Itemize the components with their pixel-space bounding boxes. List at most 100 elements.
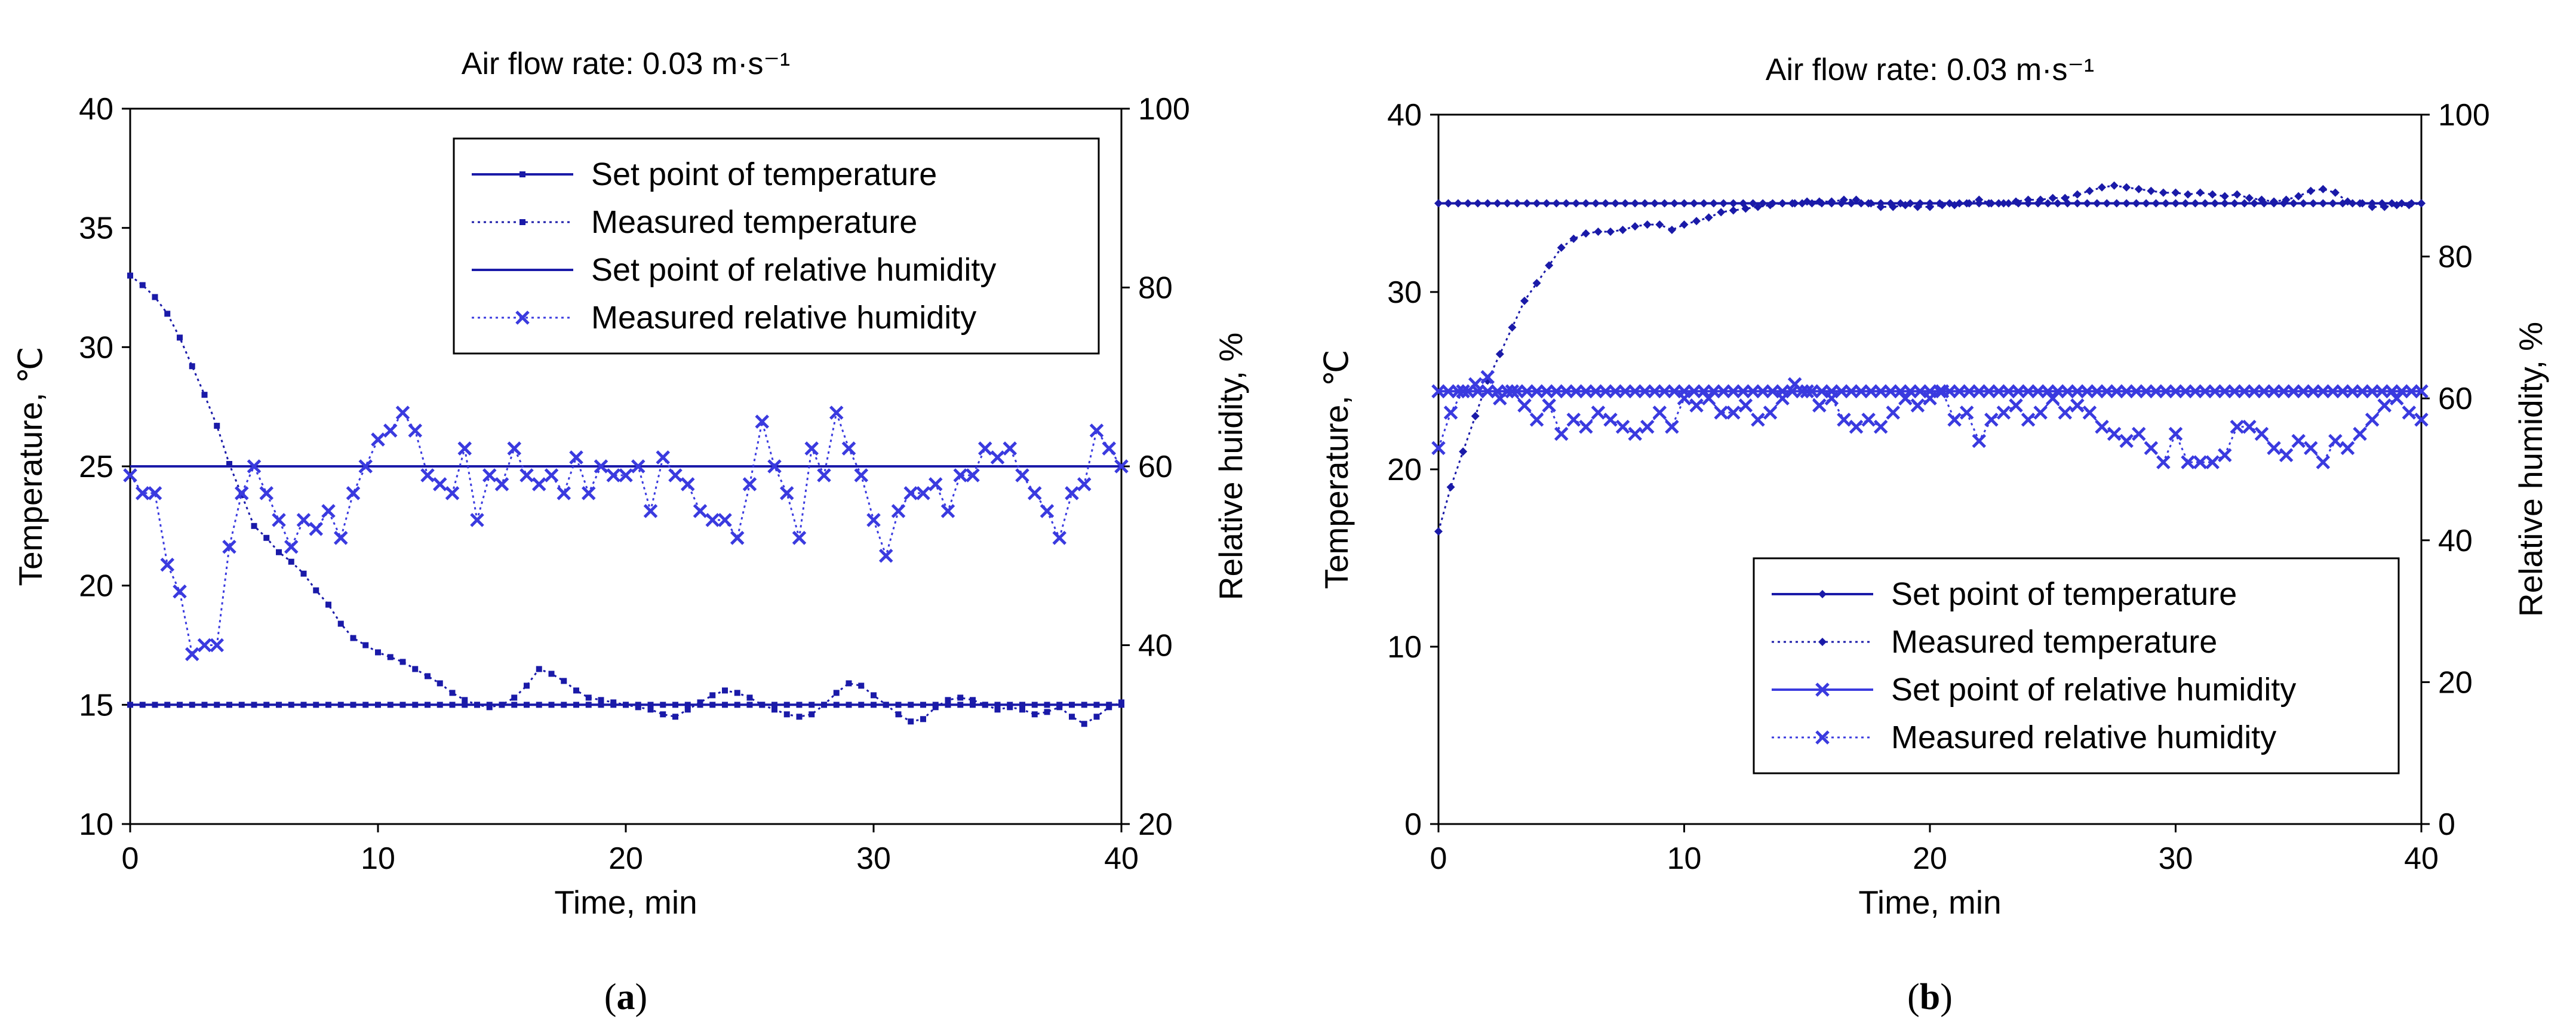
data-point — [2328, 434, 2343, 448]
data-point — [2279, 448, 2294, 463]
caption-letter: b — [1920, 977, 1940, 1017]
data-point — [222, 540, 236, 554]
x-axis-label: Time, min — [1858, 884, 2001, 921]
data-point — [1996, 405, 2011, 420]
data-point — [817, 468, 831, 482]
x-tick-label: 20 — [1913, 841, 1947, 876]
data-point — [1701, 391, 1716, 405]
data-point — [2245, 193, 2254, 202]
data-point — [375, 649, 381, 656]
x-tick-label: 40 — [2404, 841, 2439, 876]
data-point — [1579, 419, 1593, 434]
data-point — [300, 702, 307, 708]
y-left-tick-label: 15 — [79, 688, 113, 723]
data-point — [1040, 504, 1055, 518]
data-point — [2134, 185, 2143, 193]
data-point — [994, 706, 1001, 713]
data-point — [779, 486, 794, 500]
data-point — [647, 702, 654, 708]
data-point — [1569, 234, 1578, 243]
data-point — [2122, 199, 2131, 208]
data-point — [1019, 702, 1025, 708]
data-point — [858, 702, 865, 708]
data-point — [524, 683, 530, 689]
data-point — [1984, 413, 1999, 427]
data-point — [1056, 704, 1063, 711]
data-point — [1665, 419, 1679, 434]
data-point — [883, 702, 889, 708]
data-point — [871, 702, 877, 708]
data-point — [486, 704, 493, 711]
data-point — [1611, 199, 1620, 208]
data-point — [684, 706, 691, 713]
data-point — [858, 683, 865, 689]
y-left-tick-label: 30 — [79, 330, 113, 365]
data-point — [1692, 217, 1701, 226]
panel-caption: (a) — [604, 977, 647, 1017]
data-point — [2414, 413, 2429, 427]
data-point — [1483, 199, 1492, 208]
data-point — [771, 702, 777, 708]
data-point — [2230, 199, 2239, 208]
data-point — [2299, 199, 2308, 208]
data-point — [920, 716, 926, 723]
legend-marker — [1815, 683, 1830, 697]
data-point — [1787, 377, 1802, 392]
data-point — [759, 702, 766, 708]
data-point — [796, 702, 803, 708]
data-point — [2405, 201, 2414, 210]
data-point — [1581, 199, 1590, 208]
data-point — [2328, 199, 2337, 208]
data-point — [395, 405, 410, 420]
data-point — [1778, 199, 1787, 208]
y-left-tick-label: 0 — [1404, 807, 1422, 842]
data-point — [1827, 197, 1836, 206]
data-point — [561, 678, 567, 684]
data-point — [358, 459, 373, 474]
data-point — [1947, 413, 1962, 427]
data-point — [2200, 199, 2209, 208]
chart-title: Air flow rate: 0.03 m·s⁻¹ — [462, 47, 790, 81]
data-point — [474, 702, 480, 708]
data-point — [2196, 188, 2205, 197]
data-point — [362, 642, 369, 648]
y-left-tick-label: 40 — [79, 92, 113, 127]
chart-panel-b: Air flow rate: 0.03 m·s⁻¹ 0 10 20 30 40 0 10 20 3… — [1288, 0, 2576, 1036]
data-point — [1975, 195, 1984, 204]
legend-marker — [519, 171, 525, 177]
data-point — [1495, 349, 1504, 358]
data-point — [730, 531, 745, 545]
y-left-tick-label: 40 — [1387, 98, 1422, 133]
data-point — [548, 671, 555, 677]
data-point — [399, 659, 406, 665]
data-point — [2045, 391, 2060, 405]
legend-marker — [1818, 590, 1827, 598]
data-point — [2331, 188, 2340, 197]
data-point — [185, 647, 199, 662]
data-point — [1680, 220, 1689, 229]
data-point — [1031, 702, 1038, 708]
data-point — [1044, 702, 1050, 708]
x-tick-label: 40 — [1104, 841, 1139, 876]
data-point — [325, 702, 331, 708]
data-point — [1643, 220, 1652, 229]
data-point — [610, 699, 617, 706]
data-point — [1015, 468, 1029, 482]
y-left-tick-label: 10 — [79, 807, 113, 842]
data-point — [1719, 199, 1728, 208]
data-point — [767, 459, 782, 474]
data-point — [2353, 426, 2367, 441]
legend-marker — [515, 311, 530, 325]
x-tick-label: 10 — [1667, 841, 1702, 876]
panel-caption: (b) — [1907, 977, 1953, 1017]
data-point — [672, 714, 678, 720]
data-point — [598, 697, 604, 703]
data-point — [499, 702, 505, 708]
data-point — [2414, 384, 2429, 399]
data-point — [994, 702, 1001, 708]
data-point — [2053, 199, 2062, 208]
data-point — [251, 522, 257, 529]
data-point — [1594, 228, 1603, 236]
data-point — [2392, 201, 2401, 210]
data-point — [2316, 455, 2331, 469]
